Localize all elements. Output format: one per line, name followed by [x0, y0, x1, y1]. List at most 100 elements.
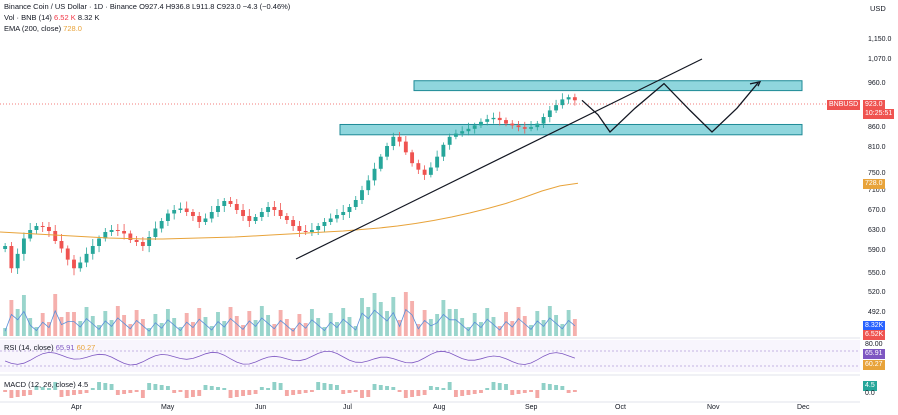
volume-bar — [47, 322, 51, 336]
candle-body — [497, 117, 502, 121]
macd-bar — [309, 390, 314, 392]
candle-body — [172, 210, 177, 214]
time-tick-label: May — [161, 404, 175, 411]
candle-body — [284, 216, 289, 220]
candle-body — [516, 125, 521, 128]
volume-bar — [122, 315, 127, 336]
volume-bar — [241, 325, 245, 336]
candle-body — [572, 97, 577, 101]
volume-bar — [97, 325, 101, 336]
macd-bar — [504, 384, 508, 390]
macd-bar — [122, 390, 127, 394]
macd-bar — [253, 390, 258, 394]
price-tick-label: 590.0 — [868, 247, 886, 254]
volume-bar — [134, 310, 139, 336]
volume-bar — [453, 309, 458, 336]
time-tick-label: Dec — [797, 404, 810, 411]
candle-body — [259, 212, 264, 217]
macd-bar — [516, 390, 521, 394]
macd-bar — [159, 385, 164, 390]
time-tick-label: Jun — [255, 404, 267, 411]
macd-bar — [53, 382, 58, 390]
candle-body — [372, 168, 377, 181]
volume-bar — [9, 300, 14, 336]
volume-bar — [103, 311, 108, 336]
candle-body — [441, 144, 446, 157]
candle-body — [40, 226, 45, 227]
candle-body — [416, 163, 421, 170]
volume-bar — [259, 306, 264, 336]
candle-body — [165, 213, 170, 221]
macd-bar — [165, 386, 170, 390]
ema-legend: EMA (200, close) 728.0 — [4, 24, 82, 33]
macd-bar — [9, 390, 14, 398]
candle-body — [122, 231, 127, 234]
candle-body — [554, 105, 559, 111]
volume-bar — [410, 301, 415, 336]
rsi-top-label: 80.00 — [865, 341, 883, 348]
volume-bar — [422, 310, 427, 336]
candle-body — [222, 201, 227, 206]
macd-bar — [403, 390, 408, 398]
candle-body — [147, 237, 152, 246]
volume-bar — [247, 311, 252, 336]
symbol-badge: BNBUSD — [827, 100, 861, 110]
volume-bar — [272, 324, 277, 336]
macd-bar — [522, 390, 527, 393]
macd-bar — [422, 390, 427, 395]
volume-bar — [335, 322, 339, 336]
volume-bar — [147, 328, 152, 336]
candle-body — [460, 131, 465, 134]
volume-bar — [522, 316, 527, 336]
projection-path — [581, 82, 759, 133]
candle-body — [328, 218, 333, 222]
candle-body — [435, 156, 440, 168]
vol-badge-2: 6.52K — [863, 330, 886, 340]
macd-bar — [491, 382, 496, 390]
volume-bar — [203, 317, 208, 336]
macd-bar — [266, 388, 271, 390]
candle-body — [228, 201, 233, 204]
macd-bar — [103, 383, 108, 390]
volume-bar — [184, 313, 189, 336]
volume-bar — [65, 312, 70, 336]
macd-bar — [316, 382, 321, 390]
macd-bar — [497, 383, 502, 390]
candle-body — [479, 121, 483, 126]
volume-bar — [572, 319, 577, 336]
candle-body — [266, 207, 271, 212]
volume-bar — [360, 298, 364, 336]
candle-body — [109, 230, 114, 232]
macd-bar — [485, 388, 490, 390]
macd-bar — [222, 388, 227, 390]
candle-body — [272, 207, 277, 210]
macd-bar — [97, 382, 101, 390]
macd-bar — [259, 387, 264, 390]
macd-bar — [172, 390, 177, 393]
volume-bar — [466, 327, 471, 336]
volume-ma-line — [4, 308, 576, 332]
macd-bar — [178, 390, 183, 392]
macd-bar — [416, 390, 421, 396]
macd-legend: MACD (12, 26, close) 4.5 — [4, 380, 89, 389]
candle-body — [322, 222, 327, 226]
macd-bar — [541, 383, 546, 390]
candle-body — [347, 207, 352, 212]
volume-legend: Vol · BNB (14) 6.52 K 8.32 K — [4, 13, 100, 22]
volume-bar — [529, 325, 533, 336]
volume-bar — [291, 328, 296, 336]
macd-bar — [472, 390, 477, 394]
macd-bar — [366, 390, 371, 397]
macd-bar — [278, 383, 283, 390]
macd-bar — [391, 387, 396, 390]
volume-bar — [491, 317, 496, 336]
macd-bar — [303, 390, 308, 393]
candle-body — [34, 226, 39, 230]
candle-body — [103, 232, 108, 239]
volume-bar — [547, 306, 552, 336]
macd-bar — [385, 386, 389, 390]
candle-body — [15, 253, 20, 269]
macd-bar — [560, 386, 565, 390]
volume-bar — [278, 310, 283, 336]
